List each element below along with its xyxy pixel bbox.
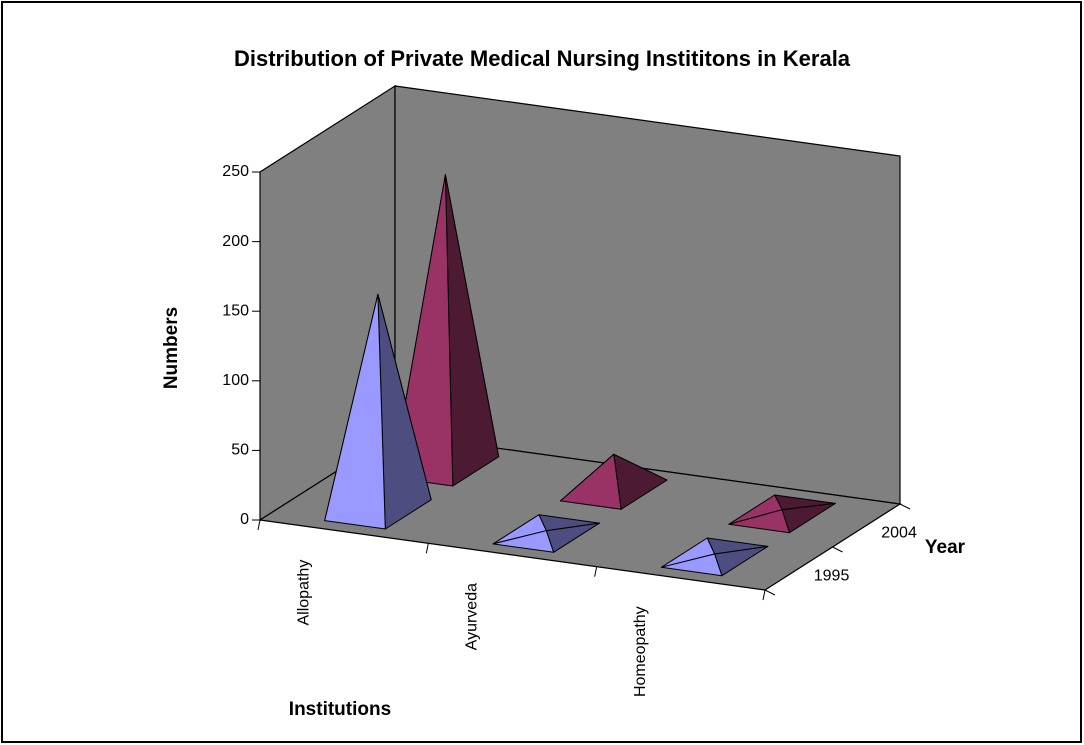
y-tick-label: 150 <box>222 302 249 319</box>
pyramid <box>492 514 600 553</box>
y-tick-label: 100 <box>222 372 249 389</box>
z-tick <box>832 546 843 553</box>
y-axis-title: Numbers <box>161 307 182 389</box>
pyramid <box>391 174 500 487</box>
pyramid-face <box>660 553 723 577</box>
x-tick <box>762 589 766 601</box>
chart-title: Distribution of Private Medical Nursing … <box>234 46 851 71</box>
z-tick-label: 1995 <box>814 568 850 585</box>
pyramid <box>728 494 836 534</box>
x-tick-label: Homeopathy <box>632 606 649 697</box>
z-tick <box>899 503 911 510</box>
y-tick-label: 200 <box>222 233 249 250</box>
x-tick <box>257 519 261 531</box>
y-tick-label: 250 <box>222 163 249 180</box>
z-tick <box>764 589 776 596</box>
y-tick-label: 0 <box>240 511 249 528</box>
pyramid-face <box>560 453 622 510</box>
x-axis-title: Institutions <box>289 699 391 720</box>
pyramid-face <box>492 530 555 553</box>
pyramid <box>660 537 769 577</box>
x-tick <box>594 566 598 577</box>
z-axis-title: Year <box>925 537 966 558</box>
x-tick-label: Ayurveda <box>464 583 481 650</box>
x-tick <box>425 543 429 554</box>
x-tick-label: Allopathy <box>295 560 312 626</box>
y-tick-label: 50 <box>231 442 249 459</box>
pyramid-face <box>728 509 790 534</box>
pyramid <box>560 453 668 510</box>
pyramid-face <box>324 293 386 530</box>
pyramid <box>324 293 432 530</box>
z-tick-label: 2004 <box>881 525 917 542</box>
